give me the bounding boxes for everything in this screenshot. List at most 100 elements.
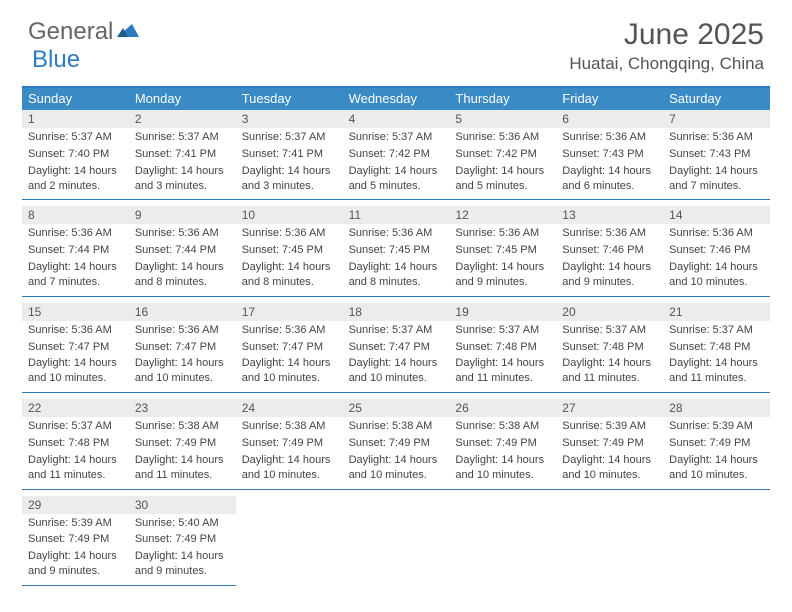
sunrise-text: Sunrise: 5:39 AM	[663, 417, 770, 434]
calendar-day: 19Sunrise: 5:37 AMSunset: 7:48 PMDayligh…	[449, 303, 556, 392]
sunset-text: Sunset: 7:47 PM	[22, 338, 129, 355]
daylight-text: Daylight: 14 hours and 10 minutes.	[343, 451, 450, 483]
day-number: 9	[129, 206, 236, 224]
sunrise-text: Sunrise: 5:36 AM	[556, 128, 663, 145]
calendar-day: 30Sunrise: 5:40 AMSunset: 7:49 PMDayligh…	[129, 496, 236, 586]
calendar: SundayMondayTuesdayWednesdayThursdayFrid…	[22, 86, 770, 586]
sunset-text: Sunset: 7:43 PM	[663, 145, 770, 162]
daylight-text: Daylight: 14 hours and 6 minutes.	[556, 162, 663, 194]
sunset-text: Sunset: 7:43 PM	[556, 145, 663, 162]
daylight-text: Daylight: 14 hours and 11 minutes.	[449, 354, 556, 386]
daylight-text: Daylight: 14 hours and 8 minutes.	[129, 258, 236, 290]
sunrise-text: Sunrise: 5:38 AM	[449, 417, 556, 434]
daylight-text: Daylight: 14 hours and 2 minutes.	[22, 162, 129, 194]
daylight-text: Daylight: 14 hours and 3 minutes.	[236, 162, 343, 194]
calendar-day: 27Sunrise: 5:39 AMSunset: 7:49 PMDayligh…	[556, 399, 663, 488]
sunrise-text: Sunrise: 5:39 AM	[22, 514, 129, 531]
sunset-text: Sunset: 7:46 PM	[663, 241, 770, 258]
sunrise-text: Sunrise: 5:36 AM	[22, 321, 129, 338]
logo-icon	[117, 18, 139, 46]
logo-text-2: Blue	[32, 46, 80, 74]
daylight-text: Daylight: 14 hours and 11 minutes.	[129, 451, 236, 483]
day-number: 11	[343, 206, 450, 224]
daylight-text: Daylight: 14 hours and 10 minutes.	[236, 451, 343, 483]
sunset-text: Sunset: 7:48 PM	[22, 434, 129, 451]
sunrise-text: Sunrise: 5:37 AM	[22, 128, 129, 145]
sunrise-text: Sunrise: 5:37 AM	[129, 128, 236, 145]
calendar-week: 8Sunrise: 5:36 AMSunset: 7:44 PMDaylight…	[22, 206, 770, 296]
weekday-header: Friday	[556, 88, 663, 110]
calendar-week: 15Sunrise: 5:36 AMSunset: 7:47 PMDayligh…	[22, 303, 770, 393]
calendar-day: 5Sunrise: 5:36 AMSunset: 7:42 PMDaylight…	[449, 110, 556, 199]
calendar-day: 9Sunrise: 5:36 AMSunset: 7:44 PMDaylight…	[129, 206, 236, 295]
daylight-text: Daylight: 14 hours and 11 minutes.	[663, 354, 770, 386]
sunset-text: Sunset: 7:41 PM	[129, 145, 236, 162]
month-title: June 2025	[569, 18, 764, 52]
calendar-day: 24Sunrise: 5:38 AMSunset: 7:49 PMDayligh…	[236, 399, 343, 488]
sunrise-text: Sunrise: 5:36 AM	[556, 224, 663, 241]
day-number: 15	[22, 303, 129, 321]
daylight-text: Daylight: 14 hours and 11 minutes.	[556, 354, 663, 386]
sunrise-text: Sunrise: 5:37 AM	[236, 128, 343, 145]
sunrise-text: Sunrise: 5:36 AM	[449, 224, 556, 241]
sunset-text: Sunset: 7:47 PM	[343, 338, 450, 355]
calendar-day: 29Sunrise: 5:39 AMSunset: 7:49 PMDayligh…	[22, 496, 129, 586]
sunrise-text: Sunrise: 5:37 AM	[663, 321, 770, 338]
day-number: 26	[449, 399, 556, 417]
day-number: 3	[236, 110, 343, 128]
day-number: 8	[22, 206, 129, 224]
day-number: 29	[22, 496, 129, 514]
logo-text-1: General	[28, 18, 113, 46]
day-number: 10	[236, 206, 343, 224]
sunset-text: Sunset: 7:44 PM	[129, 241, 236, 258]
day-number: 28	[663, 399, 770, 417]
sunset-text: Sunset: 7:42 PM	[343, 145, 450, 162]
sunrise-text: Sunrise: 5:37 AM	[343, 321, 450, 338]
weekday-header: Thursday	[449, 88, 556, 110]
day-number: 27	[556, 399, 663, 417]
calendar-day: 4Sunrise: 5:37 AMSunset: 7:42 PMDaylight…	[343, 110, 450, 199]
day-number: 2	[129, 110, 236, 128]
sunrise-text: Sunrise: 5:36 AM	[129, 321, 236, 338]
sunrise-text: Sunrise: 5:38 AM	[236, 417, 343, 434]
location-subtitle: Huatai, Chongqing, China	[569, 54, 764, 74]
calendar-day	[556, 496, 663, 586]
title-block: June 2025 Huatai, Chongqing, China	[569, 18, 764, 74]
sunset-text: Sunset: 7:47 PM	[129, 338, 236, 355]
daylight-text: Daylight: 14 hours and 5 minutes.	[449, 162, 556, 194]
calendar-day: 15Sunrise: 5:36 AMSunset: 7:47 PMDayligh…	[22, 303, 129, 392]
sunset-text: Sunset: 7:48 PM	[449, 338, 556, 355]
calendar-day: 26Sunrise: 5:38 AMSunset: 7:49 PMDayligh…	[449, 399, 556, 488]
daylight-text: Daylight: 14 hours and 10 minutes.	[343, 354, 450, 386]
sunrise-text: Sunrise: 5:37 AM	[343, 128, 450, 145]
daylight-text: Daylight: 14 hours and 10 minutes.	[556, 451, 663, 483]
calendar-day: 17Sunrise: 5:36 AMSunset: 7:47 PMDayligh…	[236, 303, 343, 392]
day-number: 25	[343, 399, 450, 417]
daylight-text: Daylight: 14 hours and 7 minutes.	[663, 162, 770, 194]
sunrise-text: Sunrise: 5:37 AM	[22, 417, 129, 434]
daylight-text: Daylight: 14 hours and 10 minutes.	[236, 354, 343, 386]
calendar-day: 16Sunrise: 5:36 AMSunset: 7:47 PMDayligh…	[129, 303, 236, 392]
day-number: 21	[663, 303, 770, 321]
daylight-text: Daylight: 14 hours and 9 minutes.	[556, 258, 663, 290]
daylight-text: Daylight: 14 hours and 10 minutes.	[129, 354, 236, 386]
weekday-header-row: SundayMondayTuesdayWednesdayThursdayFrid…	[22, 88, 770, 110]
sunset-text: Sunset: 7:48 PM	[556, 338, 663, 355]
sunrise-text: Sunrise: 5:36 AM	[129, 224, 236, 241]
logo: General	[28, 18, 139, 46]
calendar-day: 11Sunrise: 5:36 AMSunset: 7:45 PMDayligh…	[343, 206, 450, 295]
day-number: 1	[22, 110, 129, 128]
weekday-header: Tuesday	[236, 88, 343, 110]
calendar-day: 23Sunrise: 5:38 AMSunset: 7:49 PMDayligh…	[129, 399, 236, 488]
sunset-text: Sunset: 7:44 PM	[22, 241, 129, 258]
calendar-day	[343, 496, 450, 586]
day-number: 23	[129, 399, 236, 417]
day-number: 17	[236, 303, 343, 321]
daylight-text: Daylight: 14 hours and 8 minutes.	[343, 258, 450, 290]
calendar-day: 3Sunrise: 5:37 AMSunset: 7:41 PMDaylight…	[236, 110, 343, 199]
sunrise-text: Sunrise: 5:37 AM	[556, 321, 663, 338]
daylight-text: Daylight: 14 hours and 10 minutes.	[22, 354, 129, 386]
calendar-day: 6Sunrise: 5:36 AMSunset: 7:43 PMDaylight…	[556, 110, 663, 199]
calendar-week: 1Sunrise: 5:37 AMSunset: 7:40 PMDaylight…	[22, 110, 770, 200]
sunrise-text: Sunrise: 5:37 AM	[449, 321, 556, 338]
